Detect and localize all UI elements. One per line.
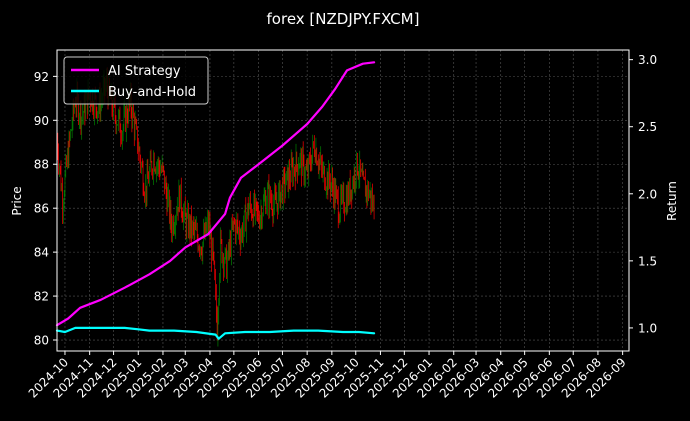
return-tick-label: 3.0 — [638, 53, 657, 67]
return-tick-label: 1.5 — [638, 254, 657, 268]
chart-title: forex [NZDJPY.FXCM] — [267, 10, 420, 28]
return-tick-label: 2.0 — [638, 187, 657, 201]
legend: AI Strategy Buy-and-Hold — [63, 56, 209, 105]
price-axis: 80 82 84 86 88 90 92 — [34, 70, 57, 348]
series-line-ai-strategy — [55, 61, 376, 327]
price-tick-label: 86 — [34, 202, 49, 216]
price-tick-label: 88 — [34, 158, 49, 172]
date-axis: 2024-102024-112024-122025-012025-022025-… — [26, 351, 629, 401]
right-axis-label: Return — [665, 181, 679, 221]
series-line-buy-and-hold — [55, 326, 376, 340]
price-tick-label: 84 — [34, 246, 49, 260]
price-tick-label: 82 — [34, 290, 49, 304]
return-axis: 1.0 1.5 2.0 2.5 3.0 — [629, 53, 657, 335]
price-tick-label: 90 — [34, 114, 49, 128]
price-candles — [56, 67, 375, 347]
left-axis-label: Price — [10, 186, 24, 215]
return-tick-label: 1.0 — [638, 321, 657, 335]
legend-label-ai-strategy: AI Strategy — [108, 64, 181, 79]
return-lines — [55, 61, 376, 340]
legend-box — [63, 56, 209, 105]
plot-frame — [56, 49, 630, 352]
price-tick-label: 80 — [34, 334, 49, 348]
return-tick-label: 2.5 — [638, 120, 657, 134]
price-tick-label: 92 — [34, 70, 49, 84]
legend-label-buy-and-hold: Buy-and-Hold — [108, 85, 196, 100]
